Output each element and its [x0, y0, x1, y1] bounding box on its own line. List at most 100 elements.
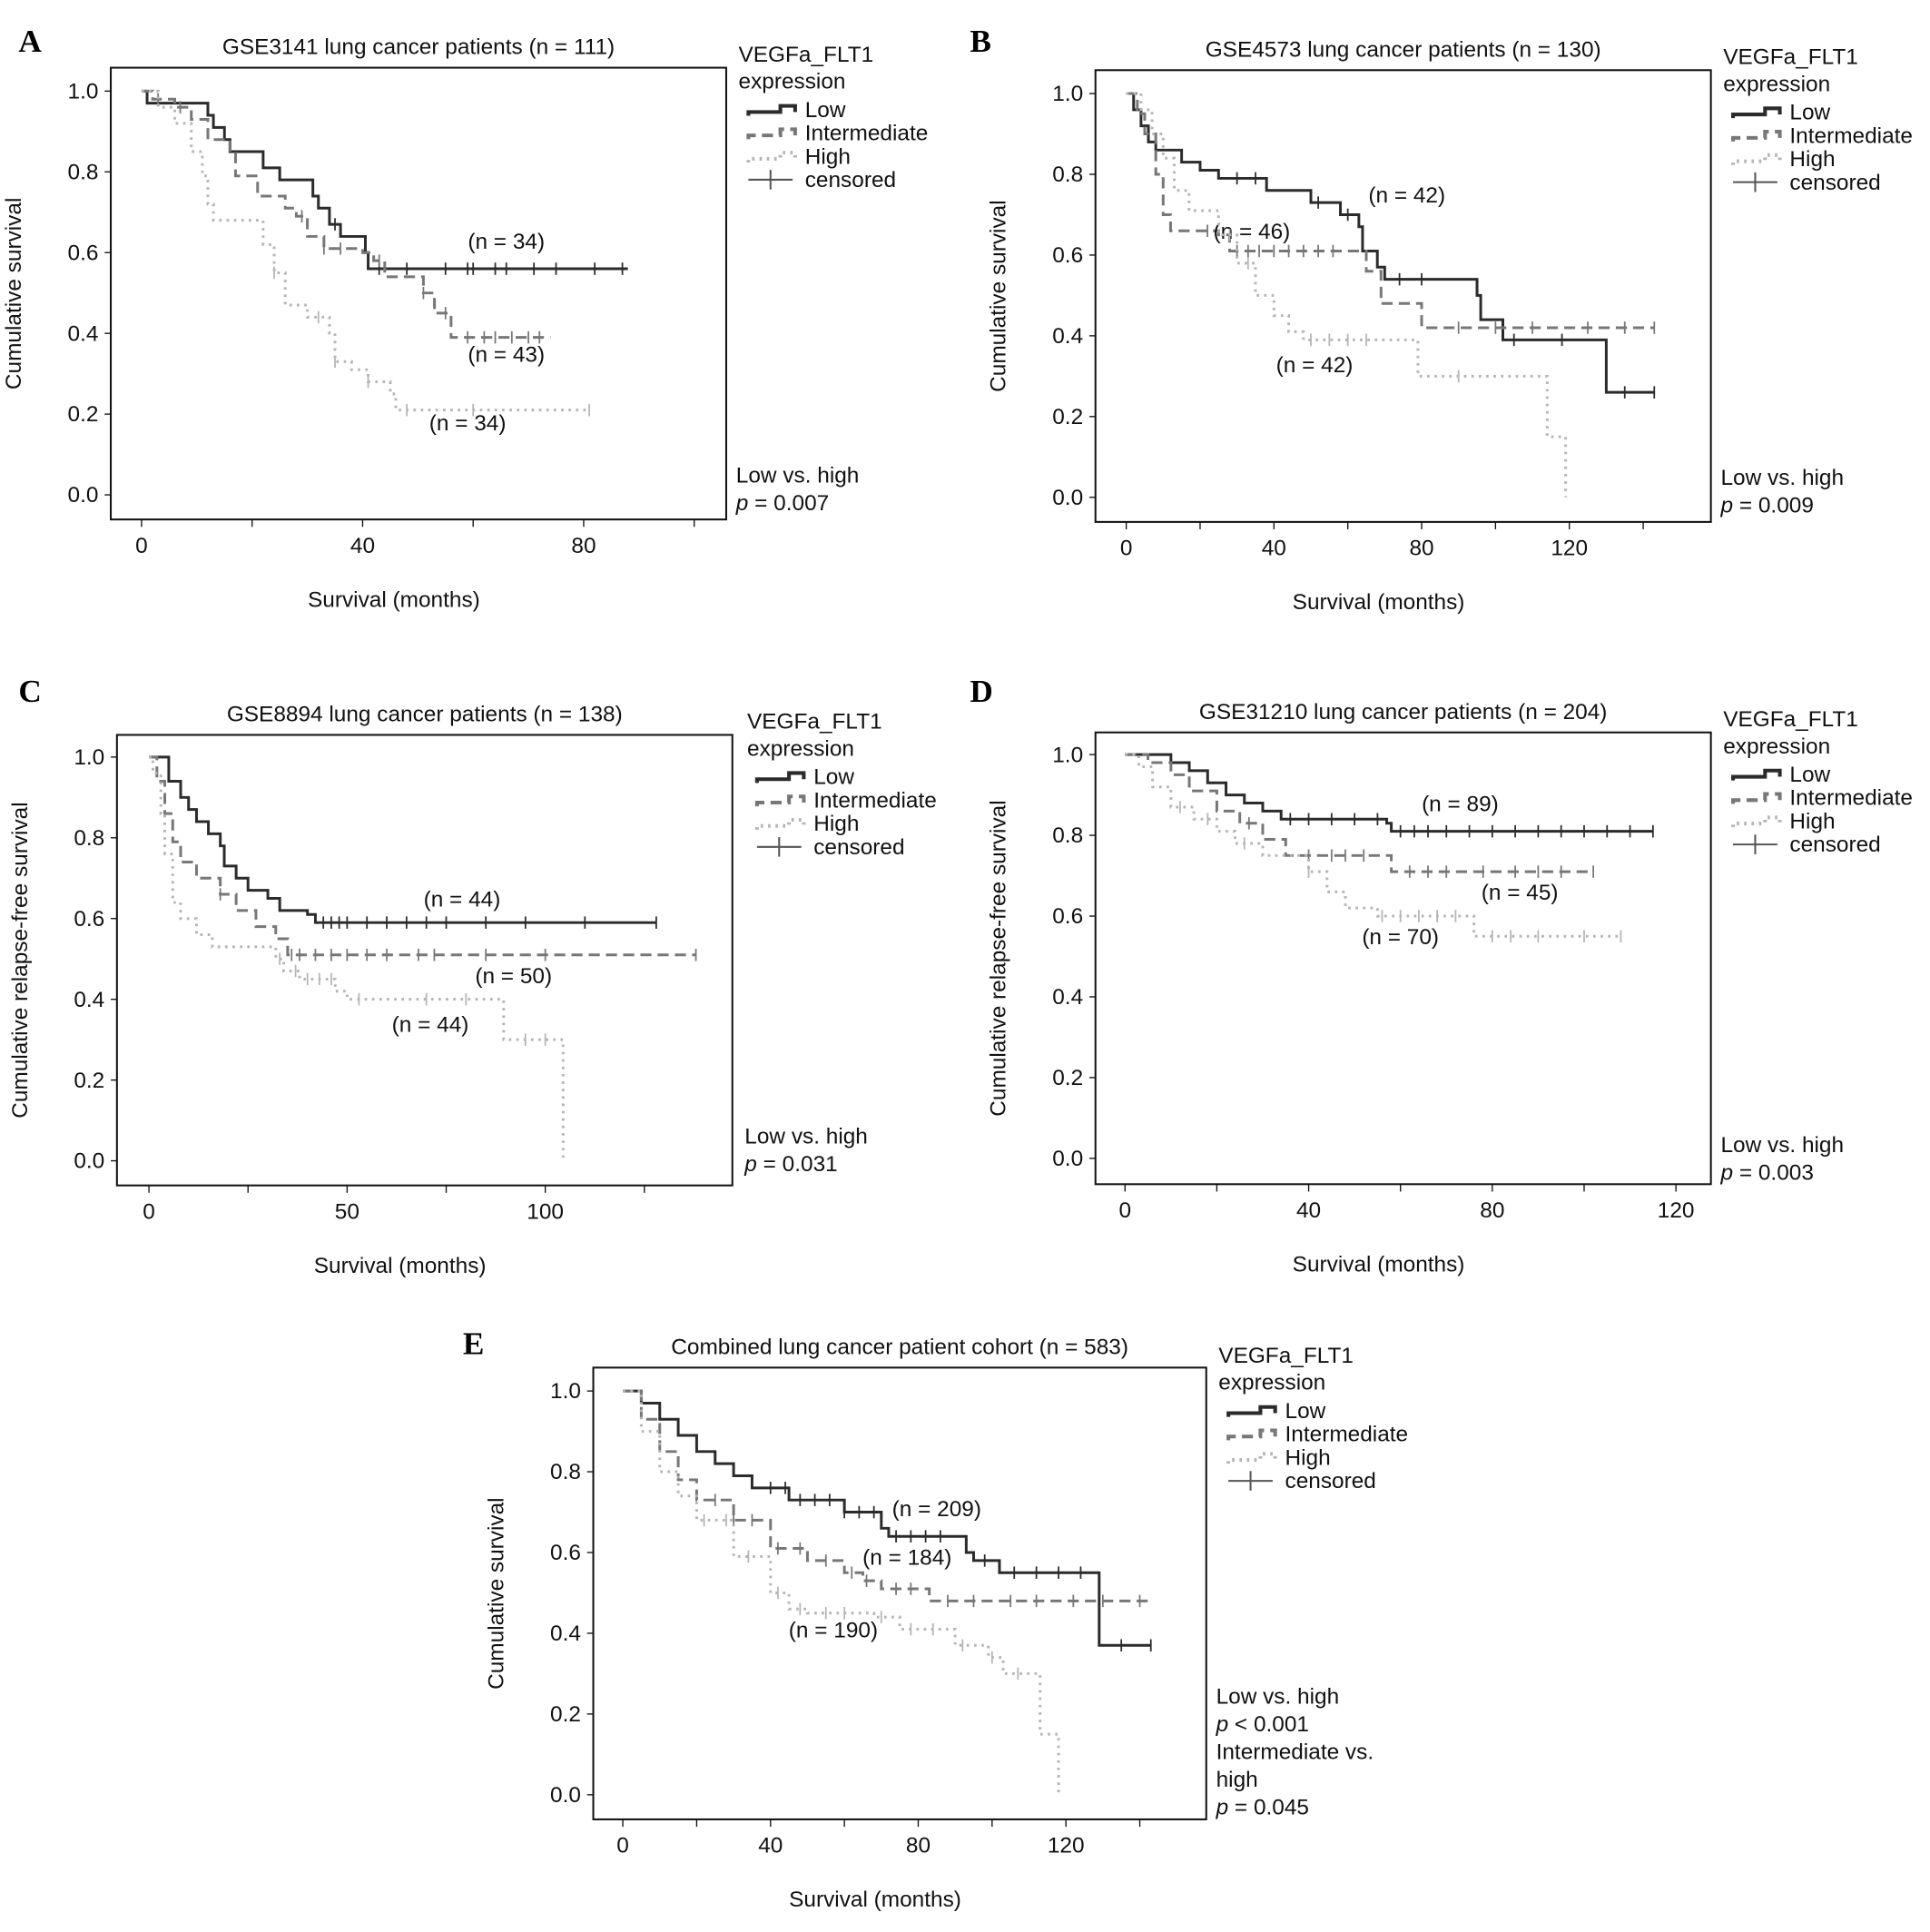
legend-title: VEGFa_FLT1: [747, 710, 882, 734]
n-label-high: (n = 190): [789, 1618, 878, 1642]
plot-frame: [1094, 69, 1712, 523]
legend-item: Low: [1285, 1399, 1326, 1424]
legend-item: Low: [813, 765, 854, 790]
n-label-intermediate: (n = 45): [1482, 881, 1559, 905]
legend-subtitle: expression: [739, 70, 846, 94]
legend-intermediate-icon: [1226, 1428, 1277, 1441]
n-label-low: (n = 42): [1368, 183, 1445, 208]
x-tick-label: 40: [350, 534, 375, 558]
y-axis-label: Cumulative survival: [987, 200, 1011, 391]
y-tick-label: 0.6: [68, 241, 99, 265]
x-tick-label: 40: [1262, 536, 1286, 560]
y-tick-label: 0.4: [68, 321, 99, 346]
chart-title: GSE4573 lung cancer patients (n = 130): [1206, 37, 1601, 62]
stats-text: p = 0.031: [743, 1152, 837, 1177]
legend-item: censored: [813, 835, 904, 860]
y-tick-label: 0.0: [1052, 1147, 1083, 1171]
legend-item: censored: [1789, 171, 1880, 195]
legend-item: Low: [1789, 101, 1830, 125]
legend-high-icon: [1731, 153, 1782, 165]
km-curve-intermediate: [1125, 753, 1594, 873]
legend-item: Low: [1789, 763, 1830, 787]
y-tick-label: 0.2: [1052, 405, 1083, 429]
legend-item: censored: [1285, 1469, 1376, 1493]
legend-item: High: [1789, 809, 1835, 833]
y-axis-label: Cumulative survival: [2, 198, 26, 389]
legend-low-icon: [1226, 1405, 1277, 1417]
stats-text: Low vs. high: [736, 463, 860, 488]
legend-high-icon: [754, 817, 806, 830]
panel-e: E Combined lung cancer patient cohort (n …: [463, 1326, 1408, 1912]
legend-high-icon: [1226, 1452, 1277, 1464]
km-curve-high: [623, 1389, 1060, 1795]
x-tick-label: 120: [1551, 536, 1588, 560]
km-curve-intermediate: [623, 1389, 1151, 1602]
stats-text: Low vs. high: [1720, 466, 1844, 490]
legend-title: VEGFa_FLT1: [1218, 1344, 1354, 1368]
legend-censored-icon: [1228, 1471, 1273, 1491]
n-label-intermediate: (n = 46): [1214, 220, 1291, 244]
y-tick-label: 1.0: [1052, 743, 1083, 767]
x-axis-label: Survival (months): [314, 1254, 487, 1278]
legend-item: High: [1789, 147, 1835, 172]
n-label-low: (n = 89): [1422, 792, 1499, 816]
panel-letter: E: [463, 1326, 485, 1361]
legend-item: censored: [1789, 833, 1880, 857]
y-tick-label: 0.4: [550, 1622, 581, 1646]
n-label-high: (n = 70): [1362, 925, 1439, 950]
y-tick-label: 0.0: [550, 1783, 581, 1808]
plot-frame: [115, 734, 734, 1187]
km-curve-intermediate: [1126, 92, 1655, 330]
x-axis-label: Survival (months): [789, 1888, 961, 1912]
stats-text: Low vs. high: [744, 1125, 868, 1149]
y-tick-label: 0.0: [1052, 486, 1083, 510]
legend-title: VEGFa_FLT1: [1723, 45, 1858, 70]
legend-item: High: [805, 144, 851, 169]
y-tick-label: 0.6: [1052, 904, 1083, 929]
y-tick-label: 1.0: [1052, 82, 1083, 106]
y-tick-label: 0.0: [68, 483, 99, 508]
n-label-high: (n = 42): [1276, 353, 1354, 378]
legend: VEGFa_FLT1expressionLowIntermediateHighc…: [747, 710, 937, 860]
legend-intermediate-icon: [754, 794, 806, 807]
legend: VEGFa_FLT1expressionLowIntermediateHighc…: [1723, 45, 1913, 195]
km-curve-high: [149, 755, 565, 1161]
km-curve-low: [149, 755, 656, 924]
x-tick-label: 80: [1480, 1198, 1504, 1223]
stats-text: p = 0.003: [1719, 1161, 1813, 1186]
n-label-low: (n = 209): [892, 1497, 981, 1522]
x-axis-label: Survival (months): [1293, 590, 1465, 615]
stats-text: p < 0.001: [1216, 1712, 1309, 1737]
km-curve-low: [141, 89, 628, 271]
panel-b: B GSE4573 lung cancer patients (n = 130) 0…: [970, 24, 1913, 615]
y-tick-label: 0.8: [74, 826, 104, 851]
panel-a: A GSE3141 lung cancer patients (n = 111) 0…: [2, 24, 928, 612]
plot-frame: [110, 66, 727, 521]
legend-low-icon: [1731, 106, 1782, 119]
legend: VEGFa_FLT1expressionLowIntermediateHighc…: [1723, 707, 1913, 857]
x-tick-label: 120: [1658, 1198, 1695, 1223]
y-tick-label: 0.2: [74, 1069, 104, 1093]
km-curve-low: [623, 1389, 1151, 1647]
legend-title: VEGFa_FLT1: [739, 43, 874, 67]
x-tick-label: 0: [1120, 536, 1133, 560]
y-axis-label: Cumulative survival: [485, 1497, 509, 1689]
legend: VEGFa_FLT1expressionLowIntermediateHighc…: [739, 43, 929, 192]
y-axis-label: Cumulative relapse-free survival: [987, 800, 1011, 1116]
legend: VEGFa_FLT1expressionLowIntermediateHighc…: [1218, 1344, 1408, 1493]
legend-item: Intermediate: [813, 788, 937, 813]
x-tick-label: 80: [1409, 536, 1433, 560]
y-tick-label: 0.8: [1052, 823, 1083, 848]
panel-letter: B: [970, 24, 991, 59]
stats-text: Low vs. high: [1720, 1133, 1844, 1158]
legend-censored-icon: [1733, 172, 1777, 192]
x-tick-label: 80: [906, 1834, 931, 1858]
legend-subtitle: expression: [747, 736, 854, 761]
legend-censored-icon: [748, 170, 793, 190]
stats-text: Low vs. high: [1216, 1684, 1340, 1709]
n-label-intermediate: (n = 43): [468, 342, 545, 367]
plot-frame: [1094, 731, 1712, 1186]
x-tick-label: 0: [1118, 1198, 1131, 1223]
legend-low-icon: [754, 771, 806, 784]
y-tick-label: 0.6: [74, 907, 104, 932]
